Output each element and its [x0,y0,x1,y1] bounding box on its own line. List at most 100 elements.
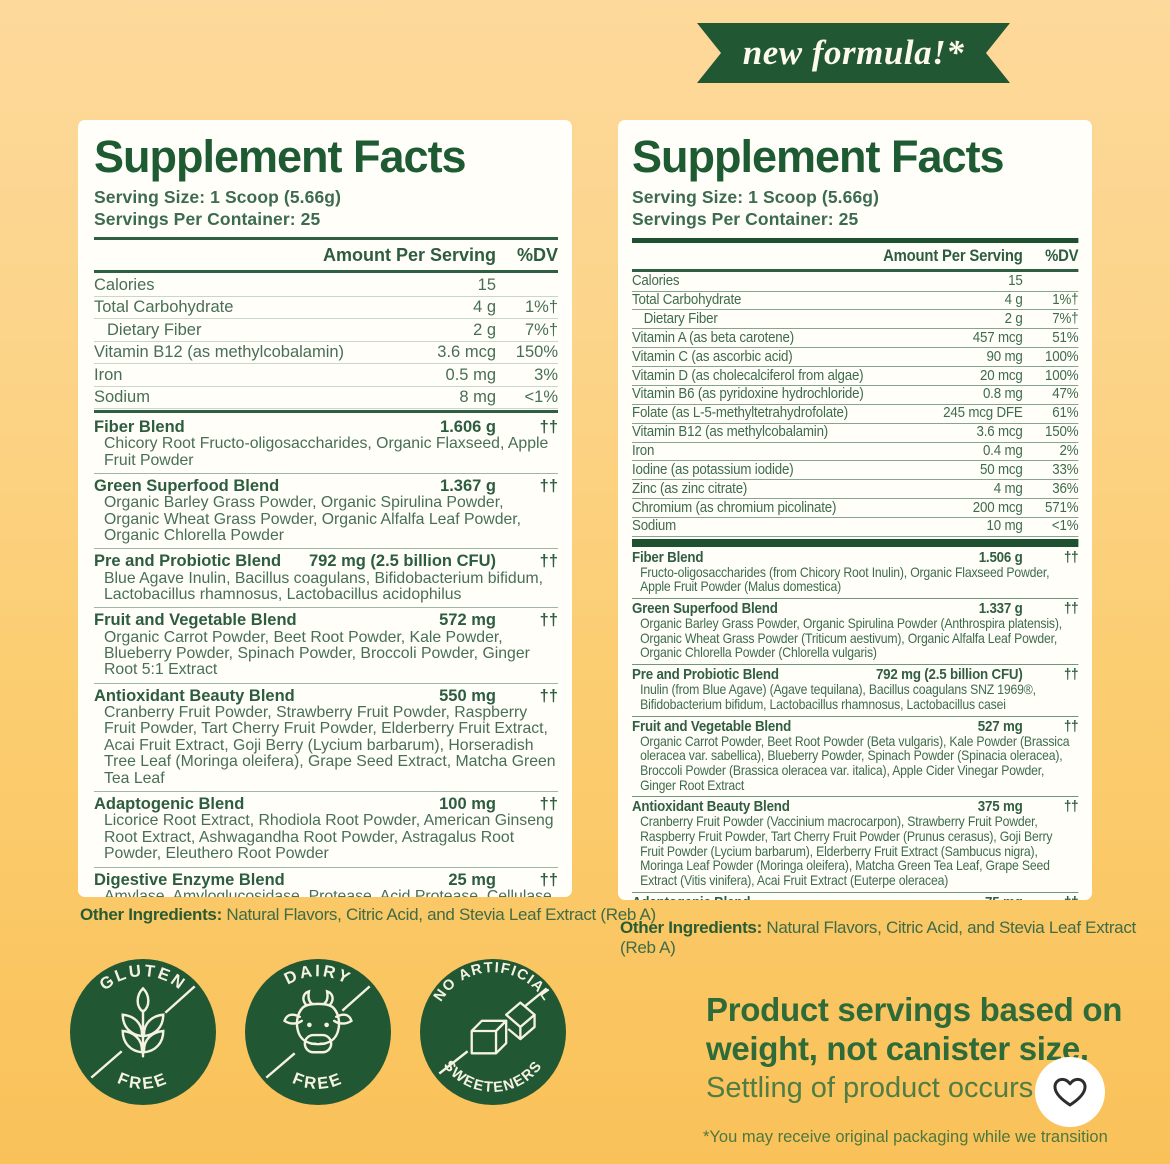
blend-amount: 25 mg [448,870,496,889]
other-ingredients-old: Other Ingredients: Natural Flavors, Citr… [80,905,656,925]
blend-section: Digestive Enzyme Blend 25 mg †† Amylase,… [94,868,558,897]
nutrient-name: Folate (as L-5-methyltetrahydrofolate) [632,405,848,422]
blend-amount: 1.337 g [978,601,1023,618]
divider [632,269,1079,272]
blend-amount: 550 mg [439,686,496,705]
nutrient-amount: 50 mcg [980,461,1023,478]
nutrient-amount: 15 [1008,273,1023,290]
nutrient-name: Vitamin A (as beta carotene) [632,329,795,346]
ribbon-label: new formula!* [742,33,965,72]
nutrient-amount: 457 mcg [972,329,1023,346]
col-amount-per-serving: Amount Per Serving [883,247,1023,266]
divider [94,270,558,274]
nutrient-name: Zinc (as zinc citrate) [632,480,748,497]
blend-sections: Fiber Blend 1.506 g †† Fructo-oligosacch… [632,548,1079,900]
blend-ingredients: Licorice Root Extract, Rhodiola Root Pow… [104,812,554,863]
blend-dv: †† [539,552,558,571]
nutrient-name: Vitamin B12 (as methylcobalamin) [632,424,829,441]
blend-section: Green Superfood Blend 1.367 g †† Organic… [94,474,558,550]
blend-amount: 75 mg [759,895,1023,900]
nutrient-rows: Calories 15 Total Carbohydrate 4 g 1%† D… [94,274,558,410]
nutrient-name: Iodine (as potassium iodide) [632,461,794,478]
nutrient-name: Total Carbohydrate [632,292,742,309]
table-row: Sodium 10 mg <1% [632,518,1079,537]
blend-amount: 792 mg (2.5 billion CFU) [875,667,1023,684]
table-row: Iodine (as potassium iodide) 50 mcg 33% [632,461,1079,481]
other-ingredients-text: Natural Flavors, Citric Acid, and Stevia… [620,918,1136,957]
nutrient-name: Vitamin B6 (as pyridoxine hydrochloride) [632,386,864,403]
nutrient-name: Sodium [94,388,150,407]
nutrient-dv: <1% [1051,518,1079,535]
wheat-icon [121,986,165,1058]
table-row: Zinc (as zinc citrate) 4 mg 36% [632,480,1079,500]
blend-amount: 100 mg [439,795,496,814]
nutrient-rows: Calories 15 Total Carbohydrate 4 g 1%† D… [632,273,1079,537]
table-row: Sodium 8 mg <1% [94,387,558,410]
settling-note: Settling of product occurs afte [706,1072,1090,1104]
nutrient-name: Iron [632,443,655,459]
blend-section: Antioxidant Beauty Blend 550 mg †† Cranb… [94,684,558,793]
blend-ingredients: Organic Carrot Powder, Beet Root Powder … [640,733,1070,793]
blend-dv: †† [539,477,558,496]
blend-name: Fruit and Vegetable Blend [632,718,792,735]
nutrient-amount: 200 mcg [972,499,1023,516]
table-row: Calories 15 [94,274,558,297]
blend-dv: †† [1063,601,1079,618]
blend-name: Fiber Blend [632,549,704,566]
blend-section: Fiber Blend 1.506 g †† Fructo-oligosacch… [632,548,1079,600]
blend-section: Adaptogenic Blend 75 mg †† Licorice Root… [632,893,1079,900]
blend-dv: †† [539,418,558,437]
col-dv: %DV [516,245,558,266]
table-row: Iron 0.5 mg 3% [94,364,558,387]
dairy-free-badge: DAIRY FREE [245,959,391,1105]
table-row: Total Carbohydrate 4 g 1%† [632,292,1079,311]
blend-section: Pre and Probiotic Blend 792 mg (2.5 bill… [632,665,1079,717]
blend-name: Green Superfood Blend [94,477,280,496]
servings-headline: Product servings based on weight, not ca… [706,991,1123,1067]
nutrient-amount: 10 mg [986,518,1023,535]
nutrient-name: Iron [94,365,123,384]
blend-dv: †† [1023,895,1079,900]
blend-name: Antioxidant Beauty Blend [94,686,295,705]
blend-ingredients: Cranberry Fruit Powder (Vaccinium macroc… [640,814,1053,888]
blend-ingredients: Blue Agave Inulin, Bacillus coagulans, B… [104,569,544,604]
blend-dv: †† [539,870,558,889]
blend-dv: †† [539,795,558,814]
blend-ingredients: Inulin (from Blue Agave) (Agave tequilan… [640,682,1036,712]
nutrient-dv: 100% [1045,367,1079,384]
blend-ingredients: Organic Carrot Powder, Beet Root Powder,… [104,628,530,679]
blend-dv: †† [1063,667,1079,684]
divider [94,410,558,414]
nutrient-dv: 150% [1045,424,1079,441]
col-amount-per-serving: Amount Per Serving [322,245,496,266]
blend-dv: †† [539,686,558,705]
supplement-facts-panel-old: Supplement Facts Serving Size: 1 Scoop (… [78,120,572,897]
nutrient-name: Calories [94,275,155,294]
blend-name: Fiber Blend [94,418,185,437]
nutrient-dv: 1%† [524,298,558,317]
blend-sections: Fiber Blend 1.606 g †† Chicory Root Fruc… [94,415,558,897]
favorite-button[interactable] [1035,1057,1105,1127]
nutrient-name: Total Carbohydrate [94,298,234,317]
nutrient-amount: 4 mg [993,480,1023,497]
panel-title: Supplement Facts [632,131,1005,182]
packaging-disclaimer: *You may receive original packaging whil… [703,1128,1108,1146]
nutrient-amount: 245 mcg DFE [943,405,1023,422]
table-header: Amount Per Serving %DV [632,243,1078,269]
blend-amount: 527 mg [977,718,1023,735]
table-header: Amount Per Serving %DV [94,240,558,270]
table-row: Vitamin B6 (as pyridoxine hydrochloride)… [632,386,1079,405]
blend-amount: 792 mg (2.5 billion CFU) [308,552,496,571]
no-artificial-sweeteners-badge: NO ARTIFICIAL SWEETENERS [420,959,566,1105]
nutrient-dv: 1%† [1052,292,1079,309]
other-ingredients-label: Other Ingredients: [80,905,222,924]
nutrient-name: Sodium [632,518,677,535]
blend-name: Pre and Probiotic Blend [632,667,779,684]
blend-dv: †† [1063,549,1079,566]
blend-name: Digestive Enzyme Blend [94,870,285,889]
nutrient-dv: 2% [1059,443,1079,459]
blend-section: Pre and Probiotic Blend 792 mg (2.5 bill… [94,549,558,609]
blend-ingredients: Chicory Root Fructo-oligosaccharides, Or… [104,435,549,469]
table-row: Calories 15 [632,273,1079,292]
nutrient-amount: 2 g [1004,310,1023,327]
